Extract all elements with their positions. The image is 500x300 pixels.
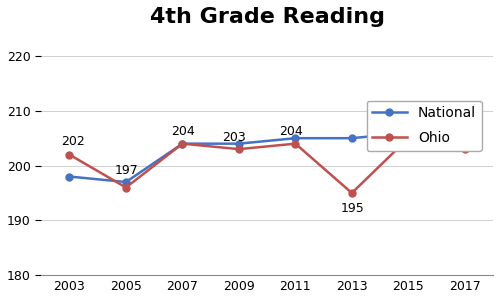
Text: 204: 204 — [278, 125, 302, 138]
Text: 205: 205 — [397, 120, 421, 133]
Ohio — [123, 186, 129, 189]
National — [406, 131, 411, 134]
National — [236, 142, 242, 146]
National — [349, 136, 355, 140]
National — [180, 142, 186, 146]
Legend: National, Ohio: National, Ohio — [366, 100, 482, 151]
Text: 197: 197 — [115, 164, 138, 177]
Text: 204: 204 — [172, 125, 195, 138]
National — [66, 175, 72, 178]
Ohio — [180, 142, 186, 146]
Ohio — [292, 142, 298, 146]
National — [292, 136, 298, 140]
Text: 202: 202 — [61, 135, 85, 148]
Text: 203: 203 — [222, 131, 246, 144]
National — [123, 180, 129, 184]
Text: 203: 203 — [454, 131, 477, 144]
Ohio — [236, 147, 242, 151]
Ohio — [349, 191, 355, 195]
Title: 4th Grade Reading: 4th Grade Reading — [150, 7, 384, 27]
Ohio — [406, 136, 411, 140]
Line: Ohio: Ohio — [66, 135, 468, 197]
National — [462, 136, 468, 140]
Ohio — [66, 153, 72, 156]
Line: National: National — [66, 129, 468, 185]
Ohio — [462, 147, 468, 151]
Text: 195: 195 — [341, 202, 364, 215]
